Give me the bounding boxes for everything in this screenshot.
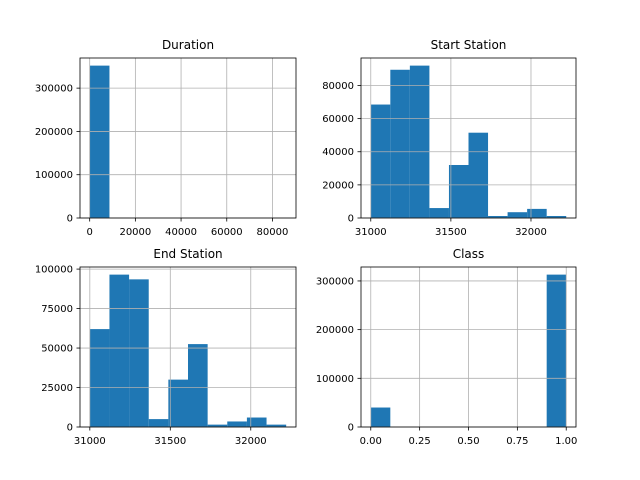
histogram-bar bbox=[188, 344, 208, 427]
y-tick-label: 100000 bbox=[35, 170, 73, 181]
histogram-bar bbox=[207, 424, 228, 427]
histogram-bar bbox=[448, 164, 469, 218]
x-tick-label: 0.00 bbox=[360, 436, 382, 447]
x-tick-label: 0.25 bbox=[409, 436, 431, 447]
y-tick-label: 300000 bbox=[35, 84, 73, 95]
y-tick-label: 80000 bbox=[322, 81, 354, 92]
y-tick-label: 0 bbox=[67, 423, 73, 434]
y-tick-label: 100000 bbox=[35, 265, 73, 276]
histogram-bar bbox=[168, 379, 188, 427]
y-tick-label: 50000 bbox=[41, 344, 73, 355]
histogram-bar bbox=[468, 132, 489, 218]
histogram-bar bbox=[89, 65, 110, 218]
subplot-duration: 0 20000 40000 60000 80000 0 100000 200000 300000… bbox=[35, 38, 297, 238]
y-tick-label: 40000 bbox=[322, 147, 354, 158]
axes-frame bbox=[360, 57, 577, 219]
x-tick-label: 32000 bbox=[515, 227, 547, 238]
subplot-title: Start Station bbox=[431, 38, 507, 52]
histogram-bar bbox=[370, 104, 391, 218]
histogram-bar bbox=[89, 329, 110, 427]
subplot-end-station: 31000 31500 32000 0 25000 50000 75000 100000 End… bbox=[35, 247, 297, 447]
x-tick-label: 32000 bbox=[235, 436, 267, 447]
histogram-bar bbox=[227, 421, 247, 427]
x-tick-label: 60000 bbox=[211, 227, 243, 238]
y-tick-label: 0 bbox=[67, 214, 73, 225]
histogram-bar bbox=[488, 216, 508, 218]
subplot-class: 0.00 0.25 0.50 0.75 1.00 0 100000 200000 300000 C… bbox=[316, 247, 578, 447]
x-tick-label: 31500 bbox=[154, 436, 186, 447]
x-tick-label: 31000 bbox=[355, 227, 387, 238]
histogram-bar bbox=[507, 212, 528, 218]
y-tick-label: 200000 bbox=[316, 325, 354, 336]
histogram-bar bbox=[266, 424, 287, 427]
y-tick-label: 100000 bbox=[316, 374, 354, 385]
x-tick-label: 0.50 bbox=[457, 436, 479, 447]
histogram-bar bbox=[109, 274, 130, 427]
x-tick-label: 31500 bbox=[435, 227, 467, 238]
y-tick-label: 0 bbox=[348, 214, 354, 225]
x-tick-label: 80000 bbox=[257, 227, 289, 238]
x-tick-label: 20000 bbox=[119, 227, 151, 238]
x-tick-label: 0.75 bbox=[506, 436, 528, 447]
axes-frame bbox=[79, 266, 297, 428]
x-tick-label: 0 bbox=[86, 227, 92, 238]
histogram-bar bbox=[129, 279, 149, 427]
subplot-title: End Station bbox=[153, 247, 222, 261]
y-tick-label: 60000 bbox=[322, 114, 354, 125]
subplot-title: Duration bbox=[162, 38, 214, 52]
histogram-bar bbox=[527, 208, 547, 218]
histogram-bar bbox=[370, 407, 391, 427]
y-tick-label: 25000 bbox=[41, 383, 73, 394]
y-tick-label: 200000 bbox=[35, 127, 73, 138]
histogram-bar bbox=[390, 69, 410, 219]
x-tick-label: 31000 bbox=[74, 436, 106, 447]
histogram-bar bbox=[546, 216, 567, 218]
subplot-start-station: 31000 31500 32000 0 20000 40000 60000 80000 Star… bbox=[322, 38, 577, 238]
x-tick-label: 1.00 bbox=[555, 436, 577, 447]
y-tick-label: 75000 bbox=[41, 304, 73, 315]
x-tick-label: 40000 bbox=[165, 227, 197, 238]
y-tick-label: 0 bbox=[348, 423, 354, 434]
histogram-bar bbox=[429, 208, 449, 218]
axes-frame bbox=[79, 57, 297, 219]
y-tick-label: 300000 bbox=[316, 276, 354, 287]
histogram-bar bbox=[246, 417, 267, 427]
histogram-bar bbox=[546, 274, 567, 427]
histogram-bar bbox=[148, 419, 169, 427]
y-tick-label: 20000 bbox=[322, 180, 354, 191]
subplot-title: Class bbox=[453, 247, 485, 261]
histogram-bar bbox=[409, 65, 430, 218]
